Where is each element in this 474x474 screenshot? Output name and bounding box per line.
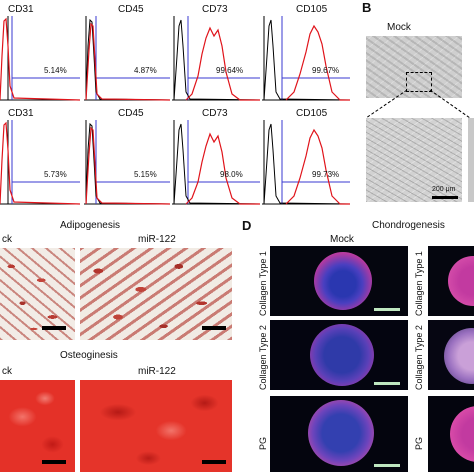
row-label-collagen-1-left: Collagen Type 1 (258, 251, 268, 316)
percent-cd73-row1: 99.64% (216, 66, 244, 75)
panel-label-d: D (242, 218, 252, 233)
osteo-mock-image (0, 380, 75, 472)
chondro-collagen2-mock-image (270, 320, 408, 390)
osteo-mir122-label: miR-122 (138, 366, 176, 377)
percent-cd45-row2: 5.15% (134, 170, 157, 179)
histogram-cd31-row1 (0, 16, 80, 101)
marker-label-cd45-row2: CD45 (118, 108, 144, 119)
panel-b-title: Mock (387, 22, 411, 33)
marker-label-cd45-row1: CD45 (118, 4, 144, 15)
marker-label-cd73-row1: CD73 (202, 4, 228, 15)
marker-label-cd31-row2: CD31 (8, 108, 34, 119)
histogram-cd45-row1 (84, 16, 170, 101)
histogram-cd73-row1 (172, 16, 260, 101)
histogram-cd105-row2 (262, 120, 350, 205)
row-label-collagen-2-left: Collagen Type 2 (258, 325, 268, 390)
chondrogenesis-title: Chondrogenesis (372, 220, 445, 231)
marker-label-cd105-row1: CD105 (296, 4, 328, 15)
histogram-cd105-row1 (262, 16, 350, 101)
histogram-cd45-row2 (84, 120, 170, 205)
zoom-connector-lines (365, 89, 471, 119)
scale-bar-panel-b (432, 196, 458, 199)
chondro-collagen2-mir122-image (428, 320, 474, 390)
flow-cytometry-panel: CD31 CD45 CD73 CD105 5.14% 4.87% 99.64% … (0, 0, 350, 205)
histogram-cd31-row2 (0, 120, 80, 205)
adipo-mir122-label: miR-122 (138, 234, 176, 245)
marker-label-cd105-row2: CD105 (296, 108, 328, 119)
percent-cd45-row1: 4.87% (134, 66, 157, 75)
adipo-mock-label: ck (2, 234, 12, 245)
adipogenesis-title: Adipogenesis (60, 220, 121, 231)
zoom-region-box (406, 72, 432, 92)
scale-bar-adipo-mir122 (202, 326, 226, 330)
row-label-pg-left: PG (258, 436, 268, 450)
scale-bar-label-panel-b: 200 μm (432, 186, 456, 193)
chondro-pg-mir122-image (428, 396, 474, 472)
chondro-collagen1-mock-image (270, 246, 408, 316)
histogram-cd73-row2 (172, 120, 260, 205)
osteo-mock-label: ck (2, 366, 12, 377)
chondro-pg-mock-image (270, 396, 408, 472)
percent-cd31-row1: 5.14% (44, 66, 67, 75)
row-label-pg-right: PG (414, 436, 424, 450)
percent-cd105-row2: 99.73% (312, 170, 340, 179)
row-label-collagen-1-right: Collagen Type 1 (414, 251, 424, 316)
marker-label-cd73-row2: CD73 (202, 108, 228, 119)
mock-cell-image (366, 36, 462, 98)
scale-bar-adipo-mock (42, 326, 66, 330)
adipo-mock-image (0, 248, 75, 340)
panel-label-b: B (362, 0, 372, 15)
chondro-mock-label: Mock (330, 234, 354, 245)
percent-cd73-row2: 98.0% (220, 170, 243, 179)
zoomed-cell-image (366, 118, 462, 202)
adipo-mir122-image (80, 248, 232, 340)
marker-label-cd31-row1: CD31 (8, 4, 34, 15)
scale-bar-osteo-mock (42, 460, 66, 464)
percent-cd31-row2: 5.73% (44, 170, 67, 179)
zoomed-cell-image-edge (468, 118, 474, 202)
osteogenesis-title: Osteoginesis (60, 350, 118, 361)
osteo-mir122-image (80, 380, 232, 472)
chondro-collagen1-mir122-image (428, 246, 474, 316)
scale-bar-osteo-mir122 (202, 460, 226, 464)
percent-cd105-row1: 99.67% (312, 66, 340, 75)
row-label-collagen-2-right: Collagen Type 2 (414, 325, 424, 390)
